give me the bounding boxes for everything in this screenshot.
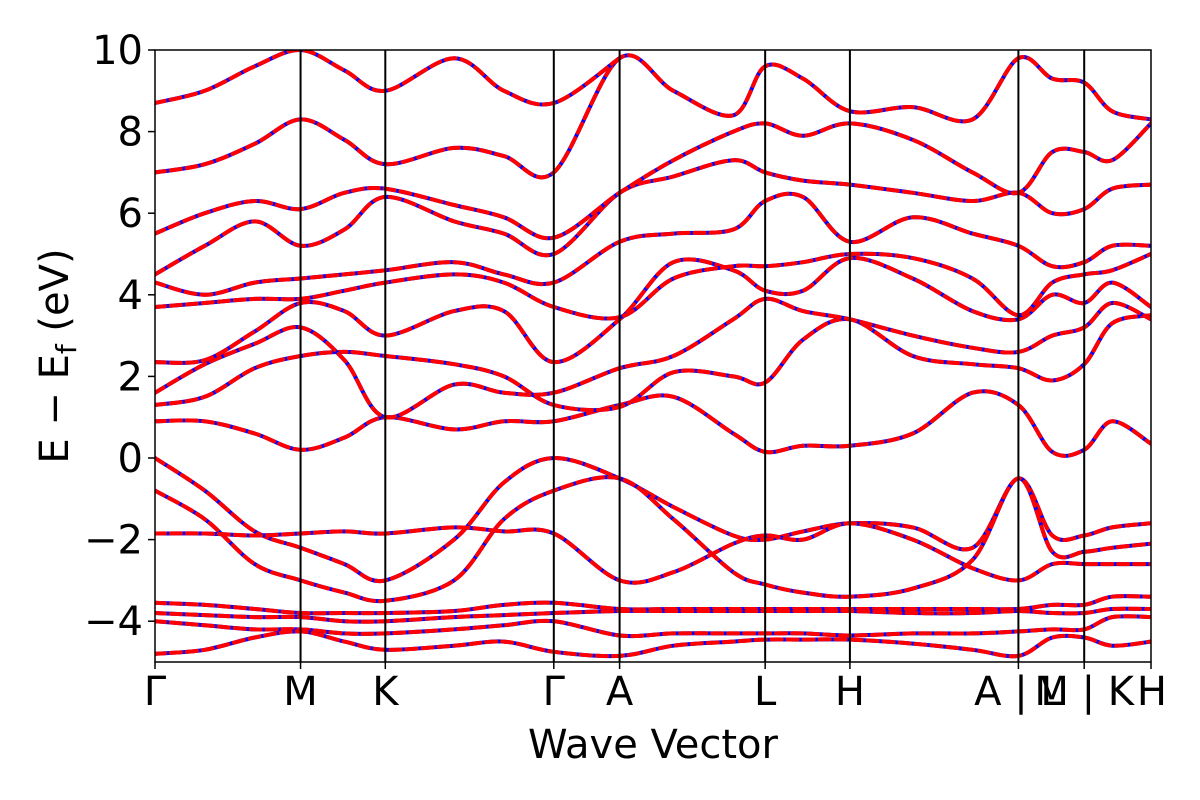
x-tick-label: Γ [144,669,167,715]
x-tick-label: M | K [1034,669,1135,715]
y-tick-label: −4 [84,599,143,645]
y-tick-label: 2 [118,354,143,400]
x-tick-label: L [754,669,777,715]
x-tick-label: H [1137,669,1167,715]
band-14-red [155,606,1151,624]
band-5-red [155,296,1151,420]
band-11-red [155,53,1151,180]
y-tick-label: −2 [84,518,143,564]
band-5-blue [155,296,1151,420]
y-axis: −4 −2 0 2 4 6 8 10 [84,28,155,645]
kpoint-lines [299,50,1086,662]
band-0-blue [155,455,1151,584]
y-tick-label: 4 [118,273,143,319]
band-10-red [155,121,1151,241]
y-tick-label: 6 [118,191,143,237]
x-tick-label: Γ [543,669,566,715]
y-tick-label: 8 [118,110,143,156]
x-tick-label: K [372,669,400,715]
x-tick-label: H [835,669,865,715]
plot-frame [154,49,1152,663]
band-3-blue [155,389,1151,458]
y-tick-label: 10 [92,28,143,74]
band-8-red [155,191,1151,297]
band-9-red [155,158,1151,277]
band-1-red [155,475,1151,604]
band-7-blue [155,251,1151,321]
band-7-red [155,251,1151,321]
y-axis-title-main: E − E [32,354,78,464]
band-6-blue [155,255,1151,365]
bands-layer [155,50,1151,659]
y-axis-title-subscript: f [50,343,83,354]
band-0-red [155,455,1151,584]
x-tick-label: A [606,669,634,715]
band-12-red [155,50,622,107]
band-16-red [155,629,1151,659]
band-9-blue [155,158,1151,277]
band-12-blue [155,50,622,107]
x-tick-label: M [283,669,318,715]
band-15-red [155,614,1151,639]
y-axis-title-unit: (eV) [32,248,78,344]
band-2-red [155,521,1151,585]
y-tick-label: 0 [118,436,143,482]
band-4-red [155,313,1151,413]
band-6-red [155,255,1151,365]
band-3-red [155,389,1151,458]
y-axis-title: E − Ef (eV) [32,248,83,463]
x-tick-label: A | L [974,669,1063,715]
x-axis-title: Wave Vector [528,722,779,768]
